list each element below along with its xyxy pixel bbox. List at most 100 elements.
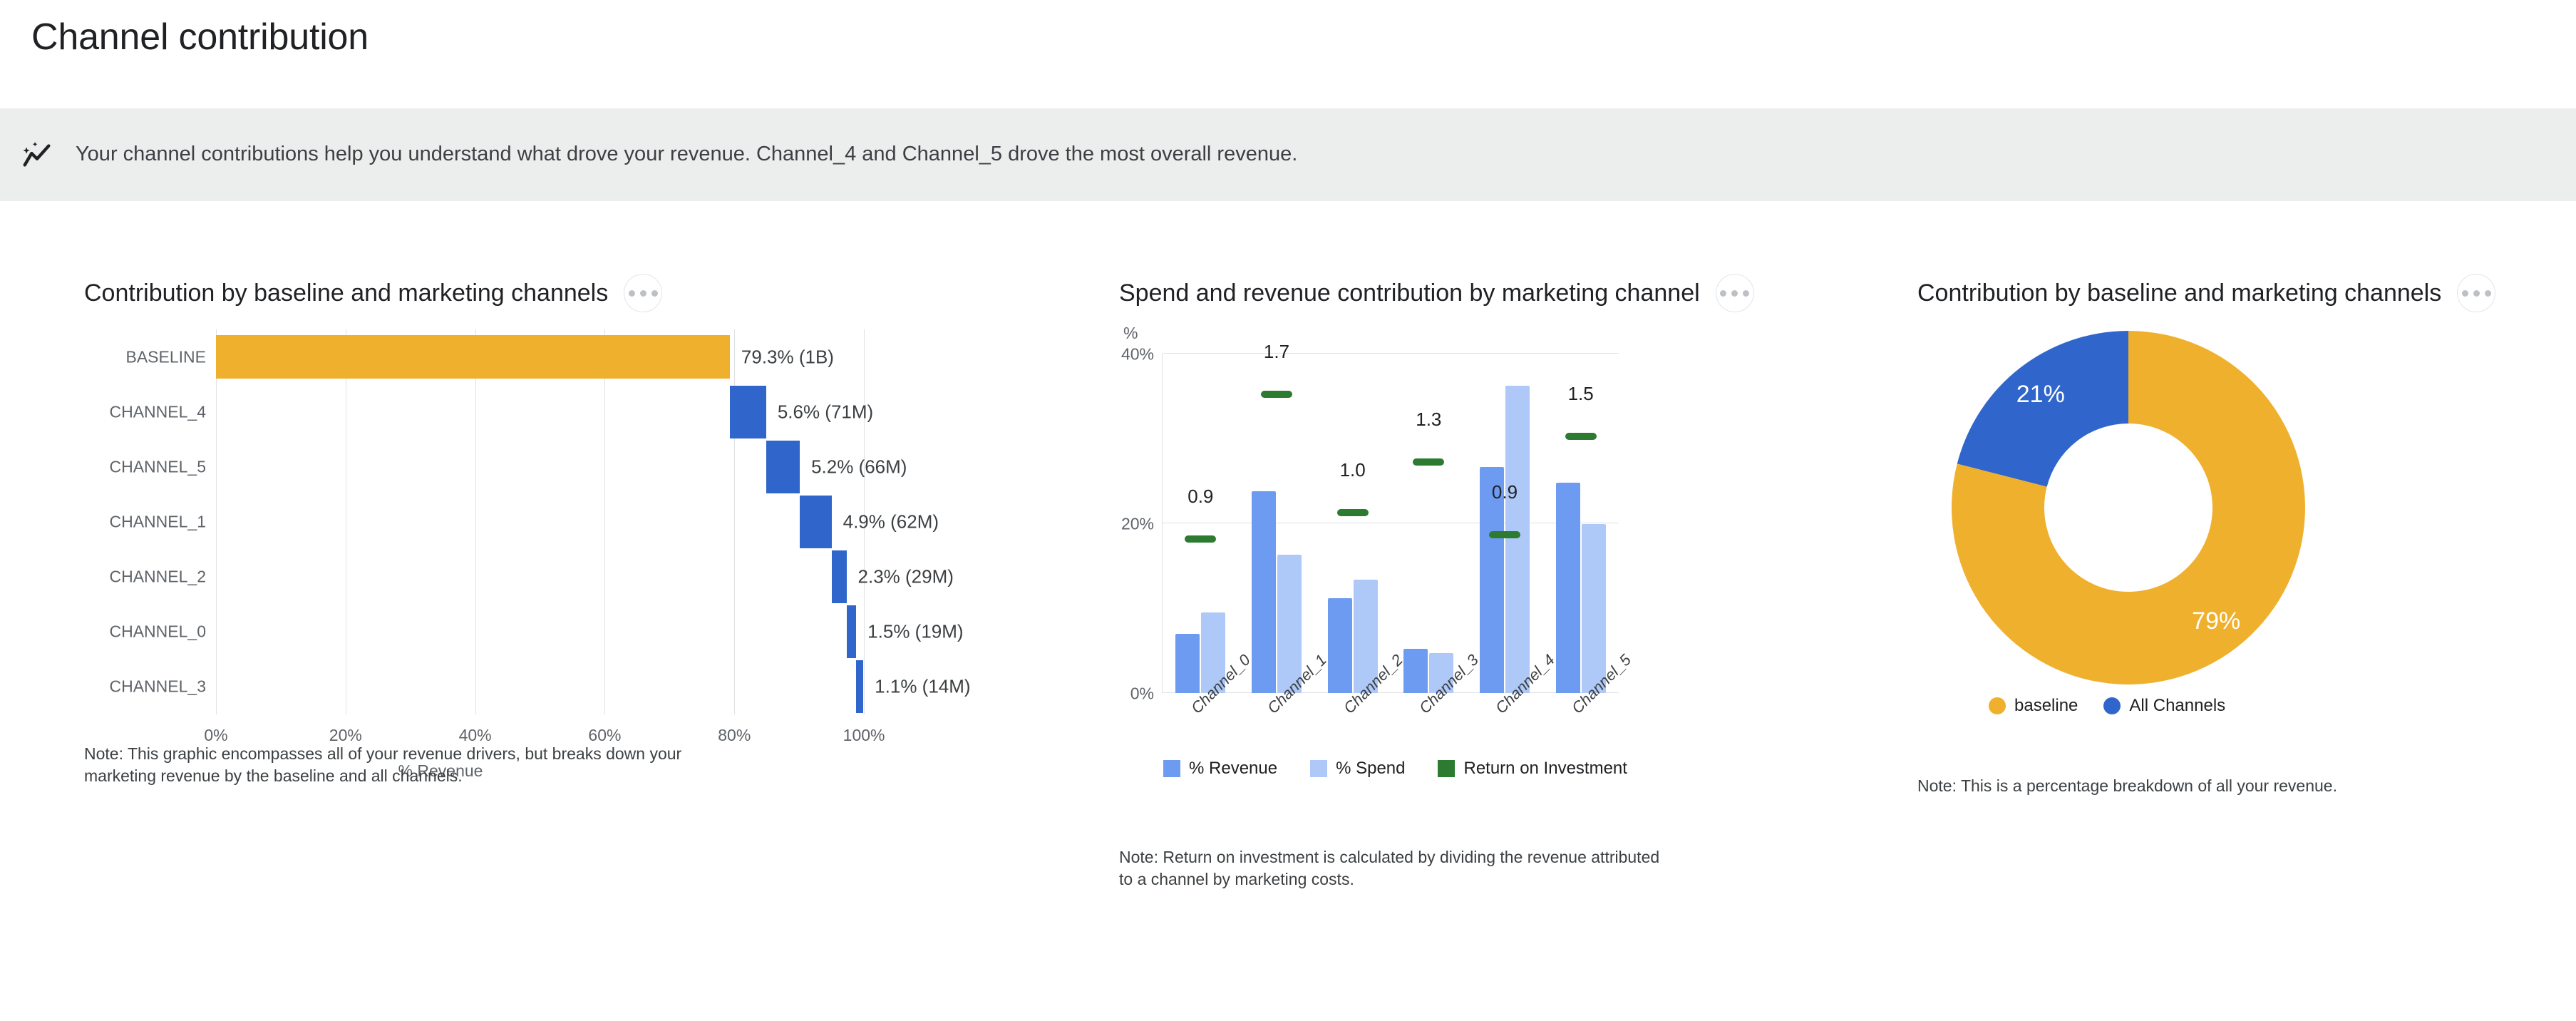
gridline xyxy=(1163,353,1619,354)
card-title: Spend and revenue contribution by market… xyxy=(1119,279,1700,307)
card-spend-revenue-bars: Spend and revenue contribution by market… xyxy=(1112,201,1917,1021)
waterfall-category-label: CHANNEL_5 xyxy=(109,457,207,476)
roi-marker[interactable] xyxy=(1565,433,1597,441)
waterfall-x-tick: 40% xyxy=(458,726,492,744)
bar-y-tick: 40% xyxy=(1120,344,1154,364)
gridline xyxy=(604,329,606,714)
card-header: Contribution by baseline and marketing c… xyxy=(84,272,1112,314)
waterfall-value-label: 2.3% (29M) xyxy=(857,565,954,588)
bar-spend[interactable] xyxy=(1353,579,1378,693)
bar-plot-area: 0% 20% 40% 0.9 Channel_0 1.7 Channel_1 1.0 Chann… xyxy=(1121,341,1634,717)
roi-marker[interactable] xyxy=(1413,458,1445,466)
card-header: Spend and revenue contribution by market… xyxy=(1119,272,1917,314)
insight-banner: Your channel contributions help you unde… xyxy=(0,108,2576,201)
gridline xyxy=(864,329,865,714)
waterfall-category-label: CHANNEL_4 xyxy=(109,402,207,421)
legend-swatch-icon xyxy=(1163,760,1180,777)
legend-item[interactable]: All Channels xyxy=(2103,696,2225,716)
page-title: Channel contribution xyxy=(31,16,369,58)
roi-marker[interactable] xyxy=(1185,535,1217,543)
more-options-button[interactable] xyxy=(1715,274,1754,312)
more-options-button[interactable] xyxy=(624,274,663,312)
card-header: Contribution by baseline and marketing c… xyxy=(1917,272,2576,314)
legend-swatch-icon xyxy=(1310,760,1328,777)
dot-icon xyxy=(639,289,646,297)
table-row[interactable] xyxy=(216,334,730,379)
donut-slice[interactable] xyxy=(1952,331,2305,684)
bar-revenue[interactable] xyxy=(1327,597,1352,693)
dot-icon xyxy=(1731,289,1738,297)
gridline xyxy=(734,329,736,714)
trending-sparkle-icon xyxy=(19,136,56,173)
bar-revenue[interactable] xyxy=(1555,482,1580,693)
legend-item[interactable]: % Spend xyxy=(1310,759,1405,779)
legend-label: All Channels xyxy=(2129,696,2226,715)
roi-marker[interactable] xyxy=(1261,390,1292,398)
card-note: Note: Return on investment is calculated… xyxy=(1119,848,1660,889)
waterfall-value-label: 5.2% (66M) xyxy=(811,456,907,478)
more-options-button[interactable] xyxy=(2457,274,2496,312)
dot-icon xyxy=(1743,289,1750,297)
legend-dot-icon xyxy=(2103,697,2121,714)
gridline xyxy=(1163,692,1619,693)
bar-revenue[interactable] xyxy=(1480,467,1504,693)
dot-icon xyxy=(2461,289,2468,297)
roi-marker[interactable] xyxy=(1489,531,1520,539)
legend-item[interactable]: baseline xyxy=(1989,696,2078,716)
waterfall-category-label: CHANNEL_3 xyxy=(109,677,207,696)
dot-icon xyxy=(651,289,658,297)
waterfall-category-label: CHANNEL_1 xyxy=(109,512,207,531)
legend-label: Return on Investment xyxy=(1463,759,1627,778)
waterfall-value-label: 79.3% (1B) xyxy=(741,346,834,368)
legend-label: baseline xyxy=(2014,696,2078,715)
legend-item[interactable]: % Revenue xyxy=(1163,759,1277,779)
card-note: Note: This is a percentage breakdown of … xyxy=(1917,776,2337,795)
donut-chart: 79% 21% baseline All Channels xyxy=(1917,325,2559,724)
legend-swatch-icon xyxy=(1438,760,1456,777)
waterfall-category-label: CHANNEL_0 xyxy=(109,622,207,641)
table-row[interactable] xyxy=(831,550,847,604)
donut-slice[interactable] xyxy=(1957,331,2128,487)
waterfall-x-tick: 60% xyxy=(588,726,622,744)
waterfall-value-label: 5.6% (71M) xyxy=(777,401,874,423)
gridline xyxy=(216,329,217,714)
legend-label: % Revenue xyxy=(1189,759,1278,778)
table-row[interactable] xyxy=(800,495,832,549)
table-row[interactable] xyxy=(846,605,857,659)
bar-revenue[interactable] xyxy=(1252,491,1276,693)
waterfall-y-axis: BASELINE CHANNEL_4 CHANNEL_5 CHANNEL_1 CHANN… xyxy=(84,329,216,714)
bar-spend[interactable] xyxy=(1581,524,1606,693)
bar-revenue[interactable] xyxy=(1403,649,1428,693)
card-title: Contribution by baseline and marketing c… xyxy=(1917,279,2442,307)
dot-icon xyxy=(2484,289,2491,297)
insight-text: Your channel contributions help you unde… xyxy=(76,143,1298,166)
dashboard-row: Contribution by baseline and marketing c… xyxy=(0,201,2576,1021)
table-row[interactable] xyxy=(729,385,766,438)
bar-spend[interactable] xyxy=(1201,612,1226,693)
roi-value-label: 1.5 xyxy=(1567,383,1594,405)
bar-spend[interactable] xyxy=(1277,555,1302,693)
donut-svg: 79% 21% xyxy=(1952,331,2305,684)
card-title: Contribution by baseline and marketing c… xyxy=(84,279,609,307)
roi-value-label: 0.9 xyxy=(1491,481,1518,503)
dot-icon xyxy=(2473,289,2480,297)
card-contribution-waterfall: Contribution by baseline and marketing c… xyxy=(0,201,1112,1021)
legend-item[interactable]: Return on Investment xyxy=(1438,759,1627,779)
card-note: Note: This graphic encompasses all of yo… xyxy=(84,744,682,786)
bar-spend[interactable] xyxy=(1429,653,1454,693)
waterfall-x-tick: 100% xyxy=(843,726,885,744)
dot-icon xyxy=(1720,289,1727,297)
legend-label: % Spend xyxy=(1336,759,1406,778)
y-axis-unit-label: % xyxy=(1123,324,1138,342)
donut-slice-label: 79% xyxy=(2192,607,2240,635)
legend-dot-icon xyxy=(1989,697,2006,714)
table-row[interactable] xyxy=(766,440,800,493)
table-row[interactable] xyxy=(856,660,864,714)
bar-y-tick: 0% xyxy=(1130,684,1154,703)
waterfall-value-label: 1.5% (19M) xyxy=(867,620,964,642)
grouped-bar-chart: % 0% 20% 40% 0.9 Channel_0 1.7 Channel_1 1.0 Cha… xyxy=(1119,324,1846,823)
bar-chart-legend: % Revenue % Spend Return on Investment xyxy=(1163,759,1627,779)
bar-spend[interactable] xyxy=(1505,386,1530,693)
bar-revenue[interactable] xyxy=(1175,633,1200,693)
roi-marker[interactable] xyxy=(1336,509,1369,517)
